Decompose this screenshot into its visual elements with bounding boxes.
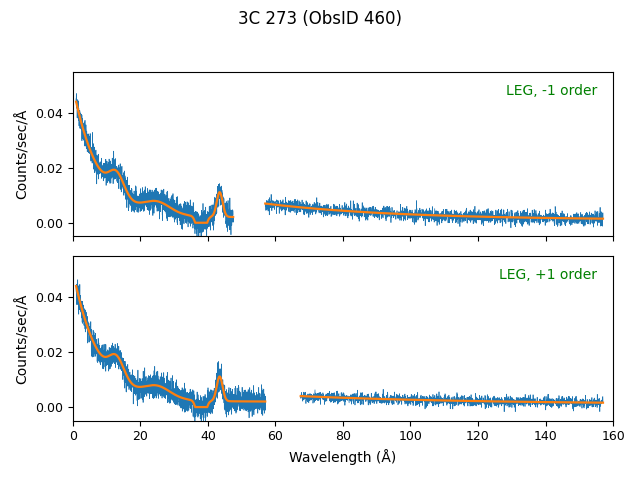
Text: LEG, +1 order: LEG, +1 order xyxy=(499,268,597,282)
Y-axis label: Counts/sec/Å: Counts/sec/Å xyxy=(15,293,29,384)
X-axis label: Wavelength (Å): Wavelength (Å) xyxy=(289,449,397,465)
Y-axis label: Counts/sec/Å: Counts/sec/Å xyxy=(15,109,29,199)
Text: LEG, -1 order: LEG, -1 order xyxy=(506,84,597,97)
Text: 3C 273 (ObsID 460): 3C 273 (ObsID 460) xyxy=(238,10,402,28)
